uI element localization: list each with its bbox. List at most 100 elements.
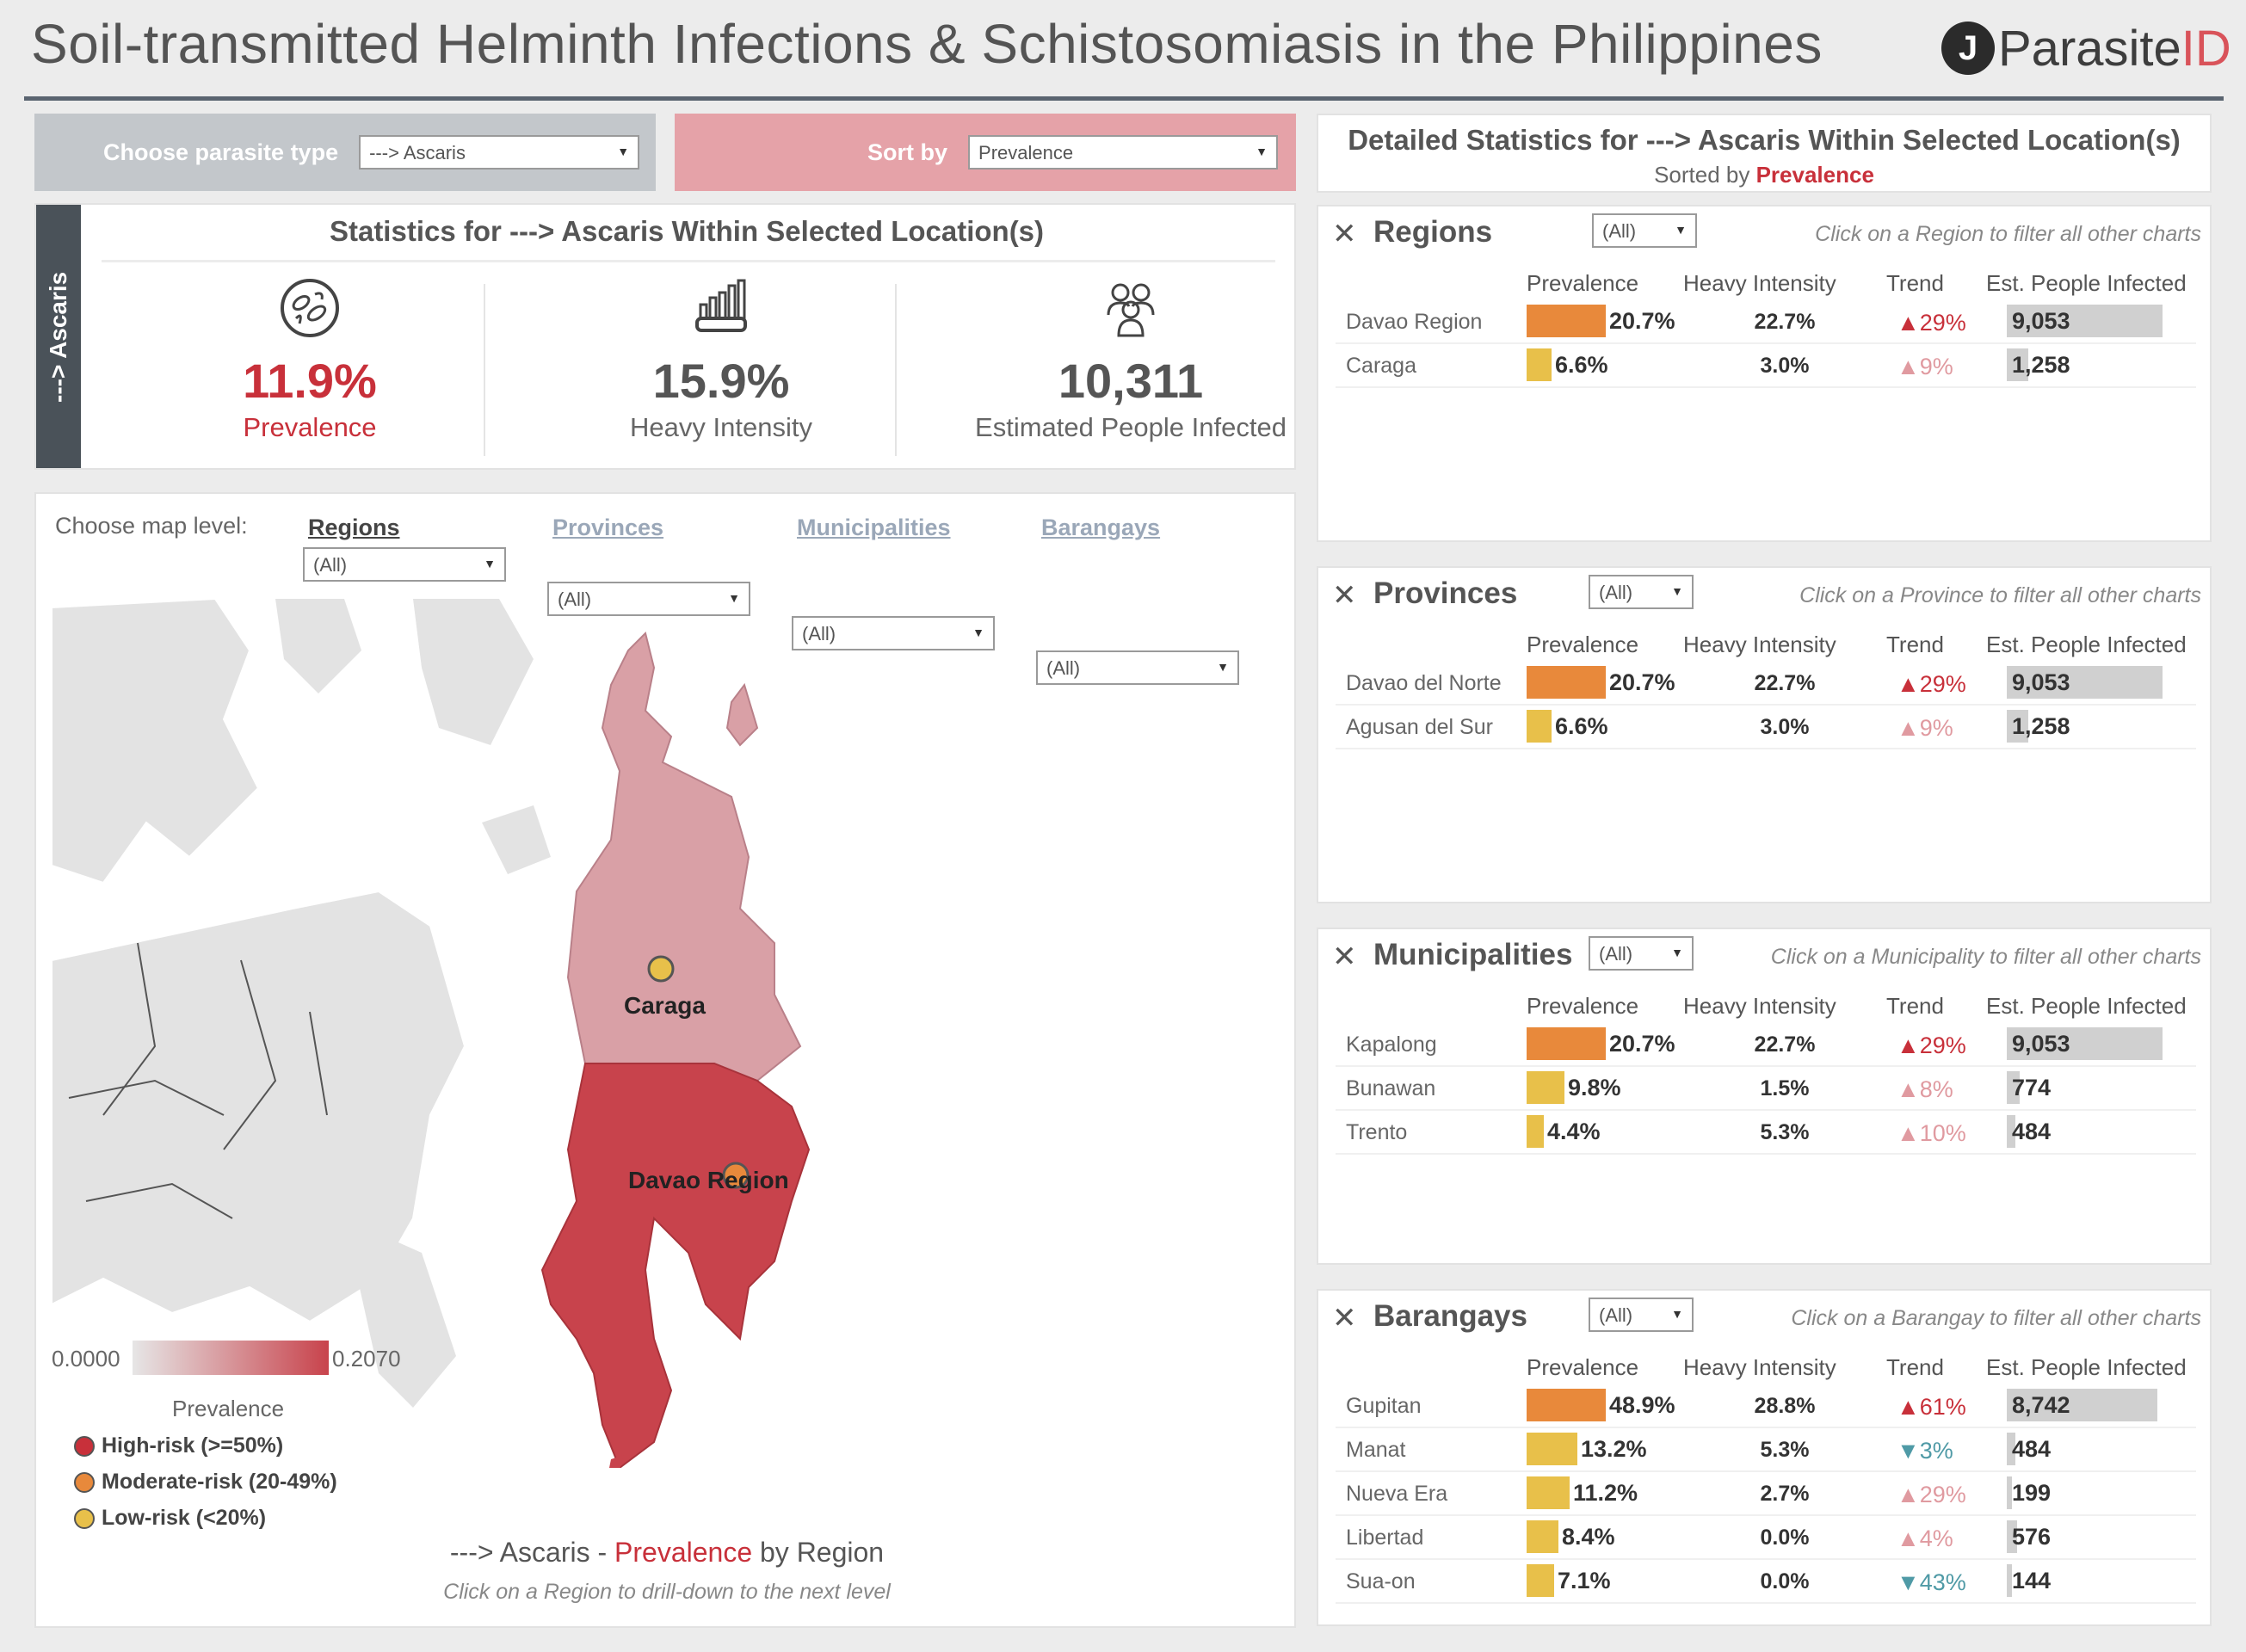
prevalence-bar [1527, 1071, 1564, 1104]
close-icon[interactable]: ✕ [1332, 940, 1357, 973]
heavy-intensity-icon [523, 274, 919, 342]
row-name: Davao del Norte [1346, 671, 1502, 695]
map-level-municipalities[interactable]: Municipalities [797, 515, 951, 540]
scale-title: Prevalence [172, 1396, 285, 1421]
close-icon[interactable]: ✕ [1332, 218, 1357, 250]
kpi-divider [895, 284, 897, 456]
section-filter-select[interactable]: (All) [1592, 213, 1697, 248]
regions-filter-select[interactable]: (All) [303, 547, 506, 582]
map-level-provinces[interactable]: Provinces [552, 515, 664, 540]
kpi-heavy-value: 15.9% [652, 354, 790, 408]
table-row[interactable]: Libertad 8.4% 0.0% ▲4% 576 [1336, 1517, 2196, 1560]
table-row[interactable]: Kapalong 20.7% 22.7% ▲29% 9,053 [1336, 1024, 2196, 1067]
people-infected-value: 8,742 [2012, 1392, 2070, 1418]
people-bar [2007, 1027, 2163, 1060]
close-icon[interactable]: ✕ [1332, 579, 1357, 612]
detail-header: Detailed Statistics for ---> Ascaris Wit… [1317, 114, 2212, 193]
davao-region[interactable] [540, 1063, 811, 1468]
trend-down-icon: ▼ [1897, 1438, 1920, 1464]
people-infected-value: 144 [2012, 1568, 2052, 1593]
people-infected-value: 484 [2012, 1119, 2052, 1144]
table-row[interactable]: Sua-on 7.1% 0.0% ▼43% 144 [1336, 1561, 2196, 1604]
people-infected-value: 1,258 [2012, 352, 2070, 378]
legend-high-risk: High-risk (>=50%) [74, 1433, 283, 1458]
prevalence-value: 13.2% [1581, 1436, 1647, 1462]
caraga-marker[interactable] [647, 955, 675, 983]
row-name: Agusan del Sur [1346, 715, 1493, 739]
section-filter-select[interactable]: (All) [1589, 575, 1694, 609]
heavy-intensity-value: 3.0% [1760, 354, 1810, 378]
table-row[interactable]: Caraga 6.6% 3.0% ▲9% 1,258 [1336, 345, 2196, 388]
column-header: Prevalence [1527, 993, 1639, 1019]
caraga-island[interactable] [725, 682, 759, 747]
davao-island[interactable] [609, 1455, 624, 1468]
section-filter-select[interactable]: (All) [1589, 1298, 1694, 1332]
trend-up-icon: ▲ [1897, 1120, 1920, 1146]
column-header: Est. People Infected [1986, 1354, 2187, 1380]
table-row[interactable]: Trento 4.4% 5.3% ▲10% 484 [1336, 1112, 2196, 1155]
prevalence-bar [1527, 1115, 1544, 1148]
trend-value: ▲9% [1897, 715, 1953, 741]
people-bar [2007, 1476, 2012, 1509]
trend-value: ▼3% [1897, 1438, 1953, 1464]
section-hint: Click on a Barangay to filter all other … [1791, 1306, 2201, 1330]
prevalence-bar [1527, 1564, 1554, 1597]
table-row[interactable]: Bunawan 9.8% 1.5% ▲8% 774 [1336, 1068, 2196, 1111]
prevalence-value: 8.4% [1562, 1524, 1615, 1550]
base-landmass [413, 599, 534, 745]
davao-marker[interactable] [722, 1162, 750, 1189]
prevalence-value: 20.7% [1609, 308, 1675, 334]
column-header: Trend [1886, 270, 1944, 296]
people-infected-value: 576 [2012, 1524, 2052, 1550]
region-map[interactable]: Caraga Davao Region [52, 599, 1291, 1468]
trend-up-icon: ▲ [1897, 1526, 1920, 1551]
map-hint: Click on a Region to drill-down to the n… [443, 1580, 891, 1604]
prevalence-value: 6.6% [1555, 352, 1608, 378]
base-landmass [52, 599, 260, 885]
column-header: Est. People Infected [1986, 632, 2187, 657]
sort-by-control: Sort by Prevalence [675, 114, 1296, 191]
table-row[interactable]: Davao del Norte 20.7% 22.7% ▲29% 9,053 [1336, 663, 2196, 706]
boundary-lines [68, 1079, 233, 1219]
trend-value: ▲9% [1897, 354, 1953, 379]
column-header: Prevalence [1527, 632, 1639, 657]
column-header: Heavy Intensity [1683, 632, 1836, 657]
base-landmass [482, 805, 551, 874]
caraga-region[interactable] [566, 632, 802, 1082]
column-header: Trend [1886, 632, 1944, 657]
prevalence-value: 20.7% [1609, 1031, 1675, 1057]
close-icon[interactable]: ✕ [1332, 1302, 1357, 1335]
high-risk-dot [74, 1436, 95, 1458]
table-row[interactable]: Nueva Era 11.2% 2.7% ▲29% 199 [1336, 1473, 2196, 1516]
heavy-intensity-value: 0.0% [1760, 1569, 1810, 1593]
table-row[interactable]: Manat 13.2% 5.3% ▼3% 484 [1336, 1429, 2196, 1472]
boundary-lines [102, 942, 328, 1150]
moderate-risk-dot [74, 1472, 95, 1494]
prevalence-bar [1527, 666, 1606, 699]
municipalities-filter-select[interactable]: (All) [792, 616, 995, 650]
map-level-barangays[interactable]: Barangays [1041, 515, 1161, 540]
people-bar [2007, 1433, 2015, 1465]
people-infected-value: 9,053 [2012, 1031, 2070, 1057]
title-divider [24, 96, 2224, 101]
prevalence-value: 7.1% [1558, 1568, 1611, 1593]
heavy-intensity-value: 1.5% [1760, 1076, 1810, 1100]
table-row[interactable]: Davao Region 20.7% 22.7% ▲29% 9,053 [1336, 301, 2196, 344]
row-name: Nueva Era [1346, 1482, 1448, 1506]
column-header: Est. People Infected [1986, 993, 2187, 1019]
trend-up-icon: ▲ [1897, 354, 1920, 379]
table-row[interactable]: Agusan del Sur 6.6% 3.0% ▲9% 1,258 [1336, 706, 2196, 749]
provinces-filter-select[interactable]: (All) [547, 582, 750, 616]
section-filter-select[interactable]: (All) [1589, 936, 1694, 971]
row-name: Libertad [1346, 1526, 1424, 1550]
sort-by-select[interactable]: Prevalence [968, 135, 1279, 170]
people-bar [2007, 710, 2028, 743]
people-bar [2007, 305, 2163, 337]
parasite-type-select[interactable]: ---> Ascaris [359, 135, 640, 170]
table-row[interactable]: Gupitan 48.9% 28.8% ▲61% 8,742 [1336, 1385, 2196, 1428]
people-bar [2007, 1389, 2157, 1421]
low-risk-dot [74, 1508, 95, 1530]
row-name: Bunawan [1346, 1076, 1436, 1100]
barangays-filter-select[interactable]: (All) [1036, 650, 1239, 685]
map-level-regions[interactable]: Regions [308, 515, 400, 540]
